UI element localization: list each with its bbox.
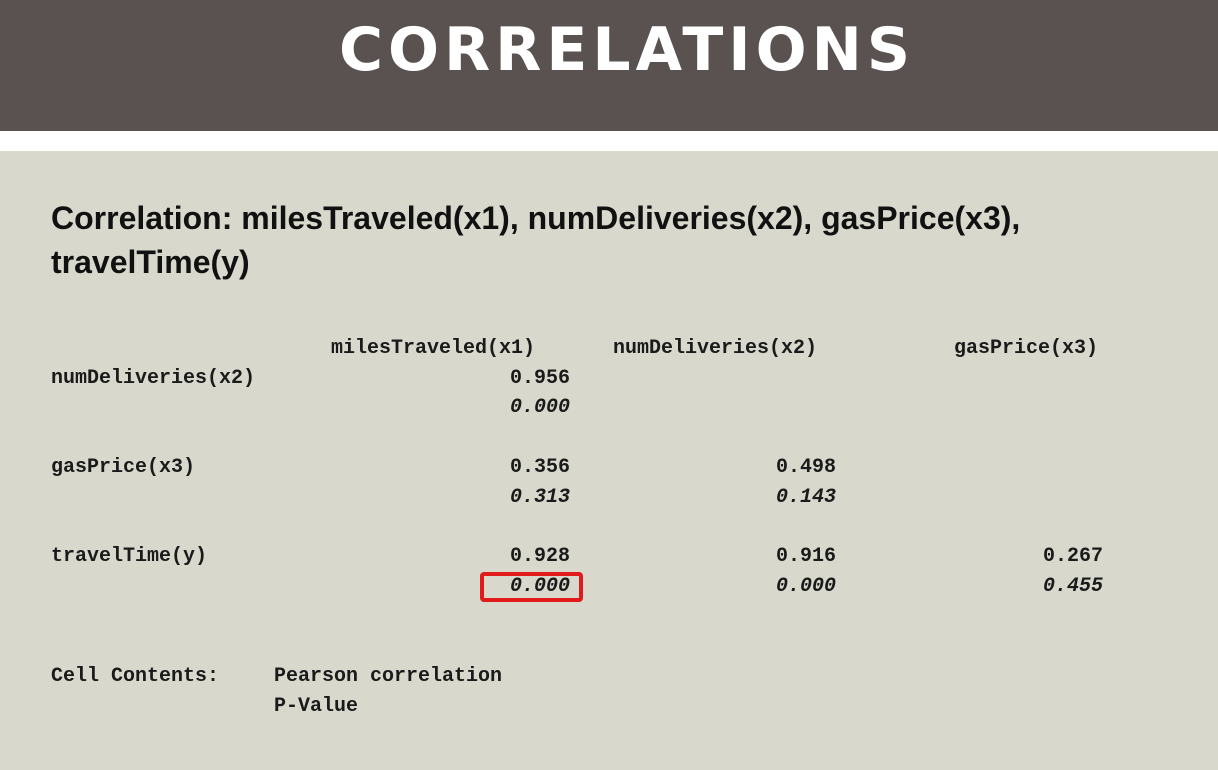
divider-band — [0, 131, 1218, 151]
correlation-value: 0.356 — [509, 456, 570, 479]
column-header-milestraveled: milesTraveled(x1) — [331, 337, 536, 360]
correlation-value: 0.956 — [509, 367, 570, 390]
p-value: 0.000 — [509, 396, 570, 419]
cell-contents-line2: P-Value — [274, 695, 359, 718]
p-value: 0.313 — [509, 486, 570, 509]
title-bar — [0, 0, 1218, 131]
correlation-value: 0.928 — [509, 545, 570, 568]
cell-contents-line1: Pearson correlation — [274, 665, 503, 688]
cell-contents-label: Cell Contents: — [51, 665, 220, 688]
column-header-numdeliveries: numDeliveries(x2) — [613, 337, 818, 360]
p-value: 0.000 — [775, 575, 836, 598]
correlation-value: 0.267 — [1042, 545, 1103, 568]
correlation-value: 0.916 — [775, 545, 836, 568]
p-value-highlighted: 0.000 — [509, 575, 570, 598]
highlight-box — [480, 572, 583, 602]
slide-title: CORRELATIONS — [338, 15, 916, 85]
p-value: 0.143 — [775, 486, 836, 509]
correlation-heading: Correlation: milesTraveled(x1), numDeliv… — [51, 200, 1021, 280]
row-label-numdeliveries: numDeliveries(x2) — [51, 367, 256, 390]
correlation-value: 0.498 — [775, 456, 836, 479]
p-value: 0.455 — [1042, 575, 1103, 598]
row-label-traveltime: travelTime(y) — [51, 545, 208, 568]
row-label-gasprice: gasPrice(x3) — [51, 456, 196, 479]
column-header-gasprice: gasPrice(x3) — [954, 337, 1099, 360]
